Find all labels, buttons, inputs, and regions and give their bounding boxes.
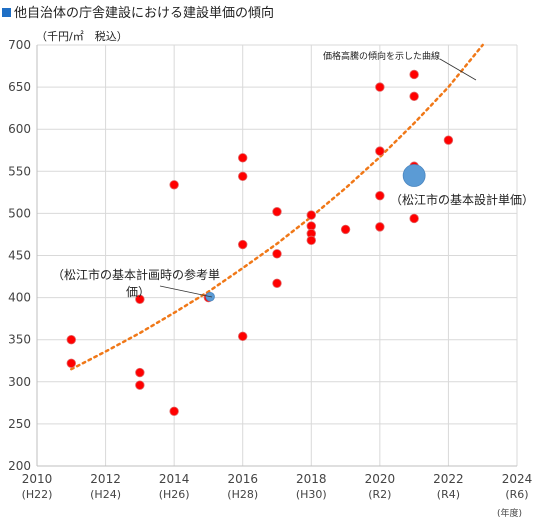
y-tick-label: 300 xyxy=(8,375,31,389)
x-tick-label: 2022 xyxy=(433,472,464,486)
y-tick-label: 400 xyxy=(8,291,31,305)
y-tick-label: 350 xyxy=(8,333,31,347)
x-tick-era-label: (H30) xyxy=(296,488,327,501)
x-tick-label: 2014 xyxy=(159,472,190,486)
data-point xyxy=(238,153,248,163)
data-point xyxy=(66,358,76,368)
x-tick-era-label: (H22) xyxy=(22,488,53,501)
x-tick-label: 2018 xyxy=(296,472,327,486)
data-point xyxy=(375,82,385,92)
x-tick-era-label: (R6) xyxy=(505,488,528,501)
data-point xyxy=(238,171,248,182)
plan-label-leader xyxy=(159,285,213,298)
x-tick-label: 2020 xyxy=(365,472,396,486)
x-tick-label: 2012 xyxy=(90,472,121,486)
axes xyxy=(36,45,517,467)
y-tick-label: 650 xyxy=(8,80,31,94)
x-axis-ticks: 2010 (H22) 2012 (H24) 2014 (H26) 2016 (H28) 2018… xyxy=(22,472,533,501)
data-point xyxy=(409,69,419,80)
x-tick-label: 2024 xyxy=(502,472,533,486)
x-unit-label: (年度) xyxy=(497,507,522,519)
y-tick-label: 550 xyxy=(8,164,31,178)
data-point xyxy=(306,210,316,220)
y-unit-label: （千円/㎡ 税込） xyxy=(36,29,128,43)
data-point xyxy=(135,380,145,390)
chart-title: 他自治体の庁舎建設における建設単価の傾向 xyxy=(14,5,274,21)
design-unit-price-label: （松江市の基本設計単価） xyxy=(390,192,534,207)
data-point xyxy=(169,180,179,190)
y-tick-label: 200 xyxy=(8,459,31,473)
y-tick-label: 600 xyxy=(8,122,31,136)
data-point xyxy=(306,235,316,246)
data-points xyxy=(66,69,454,416)
data-point xyxy=(409,91,419,102)
x-tick-era-label: (H24) xyxy=(90,488,121,501)
plan-unit-price-label: （松江市の基本計画時の参考単 xyxy=(52,267,220,282)
data-point xyxy=(272,207,282,217)
data-point xyxy=(238,239,248,250)
data-point xyxy=(375,222,385,232)
title-marker-icon xyxy=(2,8,11,17)
plan-unit-price-label-cont: 価） xyxy=(126,285,150,299)
x-tick-era-label: (H26) xyxy=(159,488,190,501)
data-point xyxy=(66,335,76,345)
data-point xyxy=(443,135,454,145)
data-point xyxy=(169,406,179,416)
design-unit-price-point xyxy=(402,164,426,187)
y-tick-label: 500 xyxy=(8,206,31,220)
data-point xyxy=(135,367,145,378)
data-point xyxy=(272,249,282,259)
trend-curve xyxy=(70,43,484,371)
y-tick-label: 450 xyxy=(8,249,31,263)
data-point xyxy=(375,146,385,156)
x-tick-label: 2010 xyxy=(22,472,53,486)
x-tick-era-label: (R2) xyxy=(368,488,391,501)
y-tick-label: 250 xyxy=(8,417,31,431)
x-tick-era-label: (R4) xyxy=(437,488,460,501)
data-point xyxy=(238,331,248,342)
y-axis-ticks: 200 250 300 350 400 450 500 550 600 650 700 xyxy=(8,38,31,473)
data-point xyxy=(135,294,145,304)
data-point xyxy=(409,213,419,224)
trend-curve-label: 価格高騰の傾向を示した曲線 xyxy=(323,50,440,62)
data-point xyxy=(375,191,385,201)
data-point xyxy=(340,224,351,235)
trend-label-leader xyxy=(439,58,477,81)
data-point xyxy=(272,278,282,288)
x-tick-label: 2016 xyxy=(227,472,258,486)
x-tick-era-label: (H28) xyxy=(227,488,258,501)
y-tick-label: 700 xyxy=(8,38,31,52)
